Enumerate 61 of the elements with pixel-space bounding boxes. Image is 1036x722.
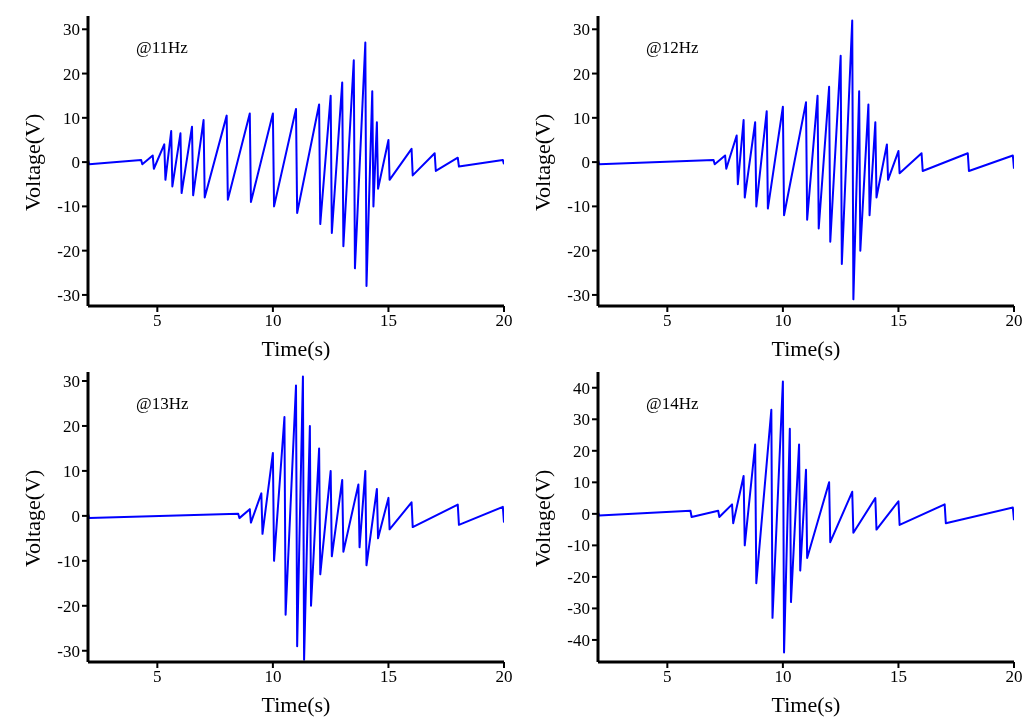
x-tick-label: 20 [1005,667,1023,687]
y-tick-label: -30 [567,285,590,305]
y-tick-label: 30 [573,20,590,40]
y-axis-title: Voltage(V) [19,469,45,567]
x-tick-label: 20 [495,311,513,331]
y-tick-label: 0 [581,504,590,524]
x-tick-label: 10 [774,667,792,687]
x-tick-label: 5 [663,667,672,687]
y-tick-label: 10 [573,473,590,493]
x-tick-label: 15 [379,311,397,331]
y-tick-label: 30 [63,20,80,40]
y-tick-label: 10 [63,461,80,481]
annotation: @11Hz [136,38,188,58]
y-tick-label: -30 [567,599,590,619]
line-series [88,41,504,288]
x-tick-label: 5 [153,667,162,687]
x-tick-label: 15 [889,667,907,687]
x-tick-label: 10 [264,311,282,331]
y-tick-label: 0 [71,506,80,526]
y-tick-label: -20 [57,241,80,261]
x-tick-label: 5 [663,311,672,331]
y-tick-label: 30 [63,372,80,392]
y-tick-label: -10 [567,536,590,556]
x-tick-label: 20 [495,667,513,687]
annotation: @12Hz [646,38,699,58]
y-axis-title: Voltage(V) [19,113,45,211]
y-tick-label: 20 [63,64,80,84]
x-tick-label: 10 [264,667,282,687]
x-axis-title: Time(s) [771,336,841,361]
x-tick-label: 20 [1005,311,1023,331]
y-tick-label: -30 [57,285,80,305]
y-tick-label: -20 [57,596,80,616]
x-axis-title: Time(s) [261,692,331,717]
x-tick-label: 10 [774,311,792,331]
y-tick-label: 0 [71,153,80,173]
y-tick-label: 20 [573,64,590,84]
y-axis-title: Voltage(V) [529,469,555,567]
line-series [598,19,1014,301]
y-tick-label: 30 [573,410,590,430]
y-tick-label: 10 [573,108,590,128]
y-axis-title: Voltage(V) [529,113,555,211]
y-tick-label: 40 [573,378,590,398]
y-tick-label: -20 [567,241,590,261]
y-tick-label: -10 [57,551,80,571]
y-tick-label: -20 [567,567,590,587]
x-axis-title: Time(s) [261,336,331,361]
y-tick-label: 20 [573,441,590,461]
y-tick-label: -10 [567,197,590,217]
y-tick-label: -10 [57,197,80,217]
x-axis-title: Time(s) [771,692,841,717]
x-tick-label: 15 [379,667,397,687]
x-tick-label: 15 [889,311,907,331]
line-series [598,380,1014,654]
annotation: @14Hz [646,394,699,414]
y-tick-label: -30 [57,641,80,661]
y-tick-label: 10 [63,108,80,128]
annotation: @13Hz [136,394,189,414]
y-tick-label: -40 [567,630,590,650]
y-tick-label: 20 [63,416,80,436]
x-tick-label: 5 [153,311,162,331]
y-tick-label: 0 [581,153,590,173]
